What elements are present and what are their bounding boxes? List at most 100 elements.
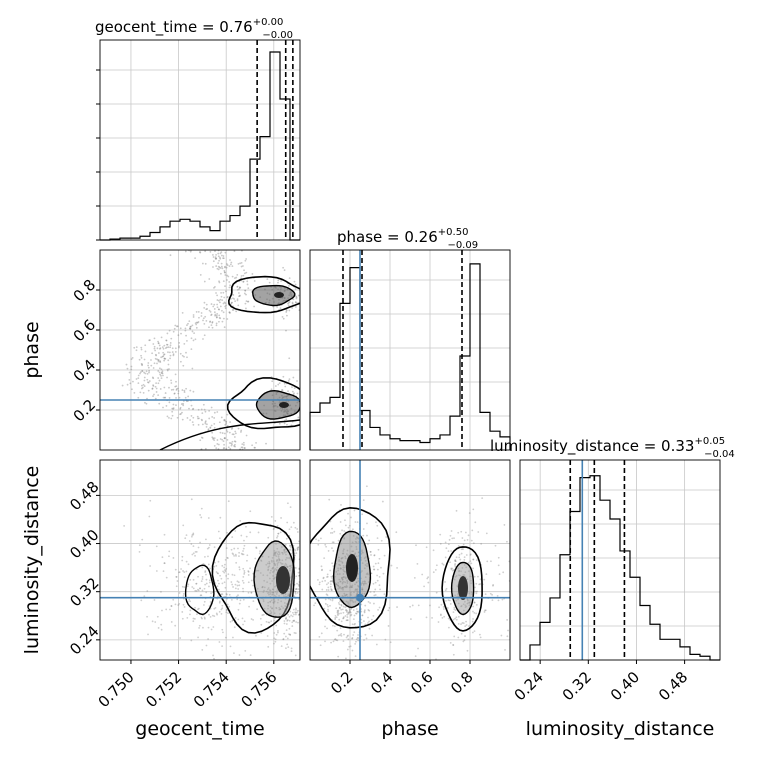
scatter-point [228, 593, 231, 596]
scatter-point [294, 592, 297, 595]
scatter-point [164, 357, 167, 360]
scatter-point [225, 611, 228, 614]
scatter-point [242, 280, 245, 283]
scatter-point [464, 625, 467, 628]
scatter-point [139, 372, 141, 375]
scatter-point [172, 354, 175, 357]
scatter-point [304, 574, 306, 576]
scatter-point [252, 600, 255, 603]
scatter-point [200, 594, 203, 597]
scatter-point [157, 340, 159, 343]
scatter-point [339, 634, 341, 636]
scatter-point [319, 644, 322, 647]
scatter-point [242, 547, 245, 550]
scatter-point [275, 624, 278, 627]
scatter-point [293, 387, 296, 390]
scatter-point [453, 537, 455, 540]
scatter-point [483, 611, 486, 613]
scatter-point [478, 633, 481, 636]
scatter-point [210, 406, 213, 409]
scatter-point [153, 362, 156, 365]
scatter-point [255, 546, 258, 549]
scatter-point [226, 274, 229, 277]
scatter-point [305, 613, 307, 615]
scatter-point [170, 379, 172, 382]
scatter-point [238, 566, 241, 569]
scatter-point [231, 309, 234, 311]
scatter-point [460, 623, 462, 626]
scatter-point [452, 611, 455, 614]
scatter-point [215, 257, 218, 260]
scatter-point [200, 418, 203, 421]
x-tick-label: 0.2 [327, 668, 357, 698]
scatter-point [175, 385, 178, 388]
scatter-point [144, 350, 147, 353]
scatter-point [226, 279, 228, 281]
scatter-point [377, 562, 380, 565]
scatter-point [190, 337, 193, 340]
scatter-point [245, 525, 247, 528]
scatter-point [475, 592, 478, 595]
scatter-point [285, 537, 288, 540]
scatter-point [330, 589, 333, 592]
scatter-point [318, 561, 320, 563]
scatter-point [234, 300, 236, 303]
scatter-point [347, 612, 350, 615]
scatter-point [201, 262, 204, 265]
scatter-point [352, 618, 355, 621]
scatter-point [364, 604, 367, 607]
scatter-point [162, 351, 165, 354]
scatter-point [143, 385, 146, 387]
scatter-point [231, 583, 234, 586]
scatter-point [236, 288, 239, 291]
scatter-point [256, 608, 259, 611]
scatter-point [209, 601, 212, 603]
scatter-point [220, 262, 223, 265]
scatter-point [185, 534, 188, 537]
scatter-point [225, 547, 228, 550]
scatter-point [185, 570, 188, 573]
scatter-point [204, 447, 207, 450]
scatter-point [242, 274, 245, 277]
scatter-point [369, 602, 372, 604]
scatter-point [475, 603, 478, 606]
scatter-point [282, 638, 285, 641]
scatter-point [209, 321, 211, 323]
scatter-point [219, 298, 222, 301]
scatter-point [224, 302, 227, 305]
scatter-point [208, 585, 210, 588]
scatter-point [185, 560, 188, 563]
scatter-point [188, 598, 191, 601]
scatter-point [238, 568, 241, 571]
scatter-point [178, 345, 180, 348]
scatter-point [341, 529, 343, 532]
scatter-point [200, 516, 203, 519]
axes-frame [99, 459, 301, 661]
scatter-point [128, 378, 131, 381]
scatter-point [463, 556, 466, 559]
scatter-point [221, 582, 224, 585]
scatter-point [473, 601, 476, 604]
scatter-point [205, 578, 208, 581]
scatter-point [226, 318, 229, 320]
scatter-point [285, 617, 287, 620]
scatter-point [328, 498, 331, 501]
scatter-point [228, 311, 231, 314]
scatter-point [161, 355, 164, 358]
scatter-point [327, 605, 329, 608]
scatter-point [350, 608, 353, 610]
scatter-point [302, 552, 304, 554]
axes-frame [99, 249, 301, 451]
scatter-point [156, 362, 158, 365]
scatter-point [195, 311, 198, 313]
scatter-point [212, 260, 215, 263]
scatter-point [146, 615, 148, 618]
scatter-point [154, 397, 157, 400]
scatter-point [245, 300, 248, 303]
scatter-point [220, 291, 222, 294]
scatter-point [159, 347, 161, 350]
scatter-point [140, 356, 143, 359]
scatter-point [223, 432, 226, 435]
scatter-point [153, 599, 156, 601]
scatter-point [283, 620, 286, 622]
